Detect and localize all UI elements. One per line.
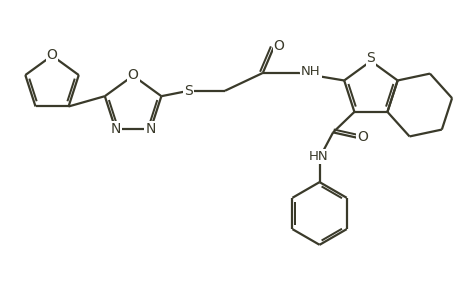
Text: S: S <box>366 51 375 65</box>
Text: NH: NH <box>300 65 320 78</box>
Text: N: N <box>110 123 120 136</box>
Text: O: O <box>357 130 367 144</box>
Text: O: O <box>273 39 284 53</box>
Text: S: S <box>184 84 193 98</box>
Text: N: N <box>145 123 156 136</box>
Text: O: O <box>47 47 57 62</box>
Text: O: O <box>128 67 138 81</box>
Text: HN: HN <box>308 150 327 163</box>
